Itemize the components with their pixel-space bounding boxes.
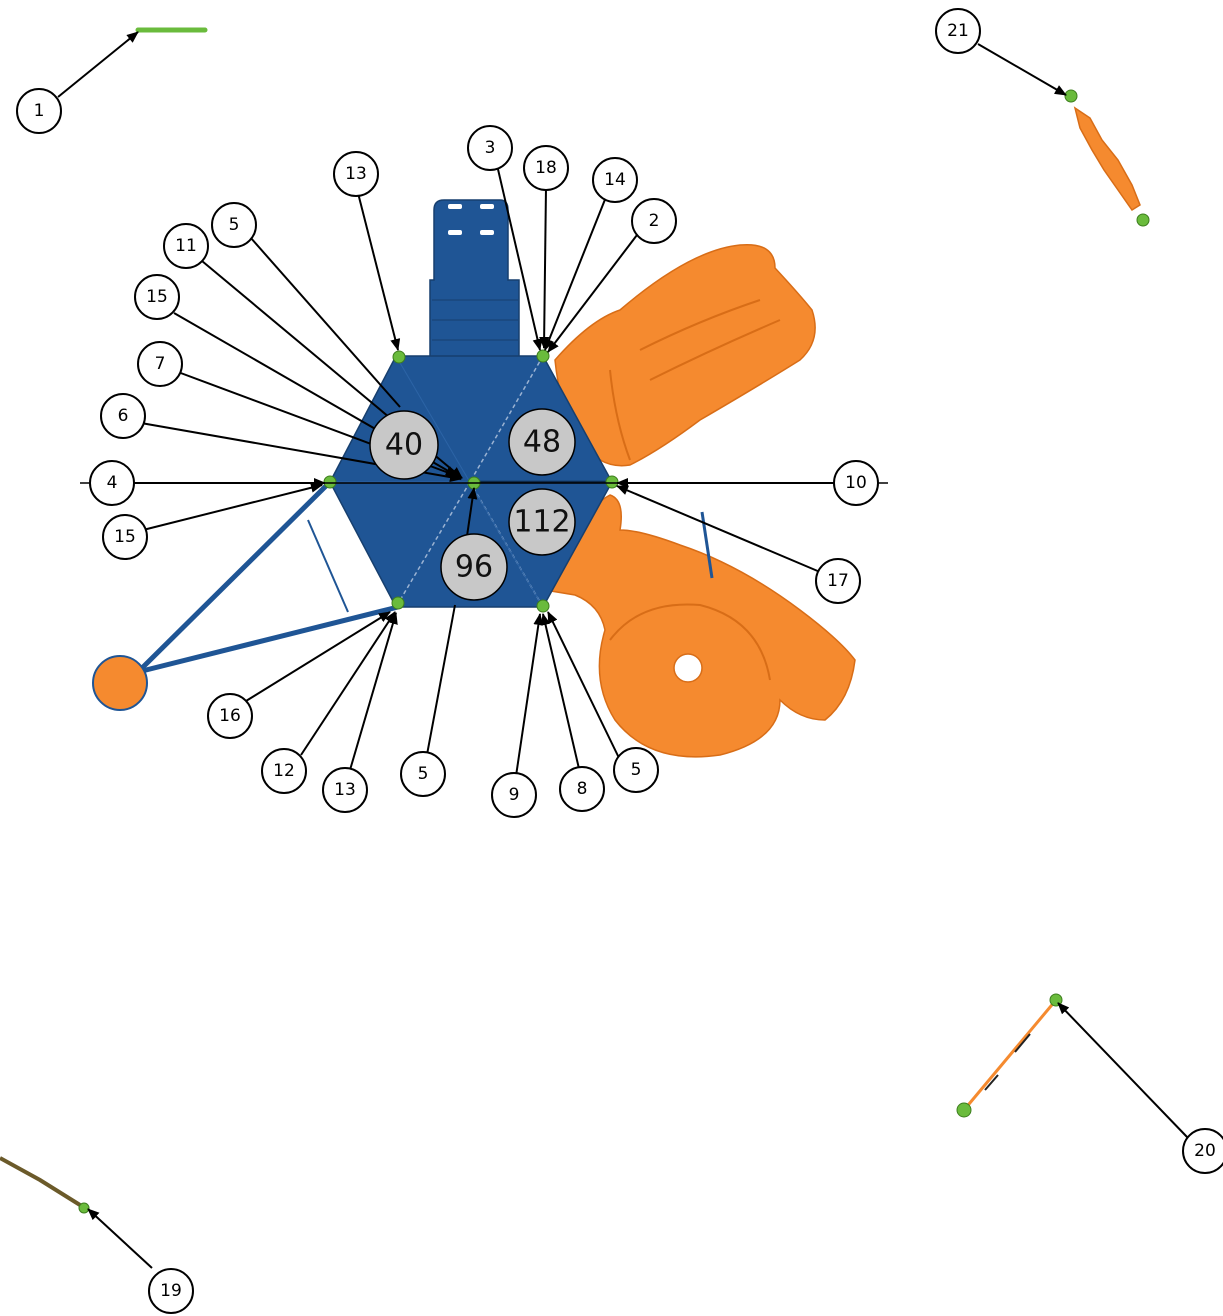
climber-tower <box>429 199 520 361</box>
callout-1: 1 <box>16 88 62 134</box>
deck-height-badge-40: 40 <box>369 410 439 480</box>
callout-label: 3 <box>485 138 496 158</box>
callout-label: 10 <box>845 473 867 493</box>
callout-13-bottom: 13 <box>322 767 368 813</box>
callout-8: 8 <box>559 766 605 812</box>
callout-label: 4 <box>107 473 118 493</box>
callout-19: 19 <box>148 1268 194 1314</box>
callout-12: 12 <box>261 748 307 794</box>
callout-4: 4 <box>89 460 135 506</box>
callout-label: 21 <box>947 21 969 41</box>
deck-height-label: 40 <box>385 428 423 463</box>
callout-label: 5 <box>229 215 240 235</box>
callout-label: 7 <box>155 354 166 374</box>
deck-height-badge-112: 112 <box>508 488 576 556</box>
callout-label: 17 <box>827 571 849 591</box>
callout-label: 15 <box>146 287 168 307</box>
spiral-slide <box>543 494 856 758</box>
leader-lines <box>57 31 1189 1269</box>
callout-label: 16 <box>219 706 241 726</box>
deck-height-badge-48: 48 <box>508 408 576 476</box>
callout-21: 21 <box>935 8 981 54</box>
tube-slide-upper <box>554 243 816 467</box>
callout-label: 12 <box>273 761 295 781</box>
callout-label: 11 <box>175 236 197 256</box>
callout-label: 13 <box>334 780 356 800</box>
callout-6: 6 <box>100 393 146 439</box>
callout-label: 5 <box>631 760 642 780</box>
callout-17: 17 <box>815 558 861 604</box>
callout-3: 3 <box>467 125 513 171</box>
callout-13-top: 13 <box>333 151 379 197</box>
callout-label: 8 <box>577 779 588 799</box>
callout-label: 9 <box>509 785 520 805</box>
callout-label: 2 <box>649 211 660 231</box>
callout-16: 16 <box>207 693 253 739</box>
callout-14: 14 <box>592 157 638 203</box>
deck-height-label: 48 <box>523 425 561 460</box>
callout-9: 9 <box>491 772 537 818</box>
loose-orange-climber <box>1064 89 1150 227</box>
callout-20: 20 <box>1182 1128 1223 1174</box>
callout-label: 14 <box>604 170 626 190</box>
callout-7: 7 <box>137 341 183 387</box>
callout-5-bottom-right: 5 <box>613 747 659 793</box>
ball-swing <box>92 480 714 711</box>
callout-15-top: 15 <box>134 274 180 320</box>
callout-15-bottom: 15 <box>102 514 148 560</box>
callout-label: 13 <box>345 164 367 184</box>
callout-18: 18 <box>523 145 569 191</box>
deck-height-badge-96: 96 <box>440 533 508 601</box>
callout-5-top: 5 <box>211 202 257 248</box>
callout-label: 19 <box>160 1281 182 1301</box>
deck-height-label: 96 <box>455 550 493 585</box>
loose-diagonal-rail <box>956 993 1063 1118</box>
callout-label: 18 <box>535 158 557 178</box>
callout-11: 11 <box>163 223 209 269</box>
callout-label: 20 <box>1194 1141 1216 1161</box>
callout-label: 6 <box>118 406 129 426</box>
callout-5-bottom-left: 5 <box>400 751 446 797</box>
callout-2: 2 <box>631 198 677 244</box>
loose-bottom-rail <box>0 1156 90 1214</box>
callout-10: 10 <box>833 460 879 506</box>
callout-label: 15 <box>114 527 136 547</box>
deck-clamps <box>323 349 619 613</box>
callout-label: 5 <box>418 764 429 784</box>
deck-height-label: 112 <box>513 505 570 540</box>
callout-label: 1 <box>34 101 45 121</box>
